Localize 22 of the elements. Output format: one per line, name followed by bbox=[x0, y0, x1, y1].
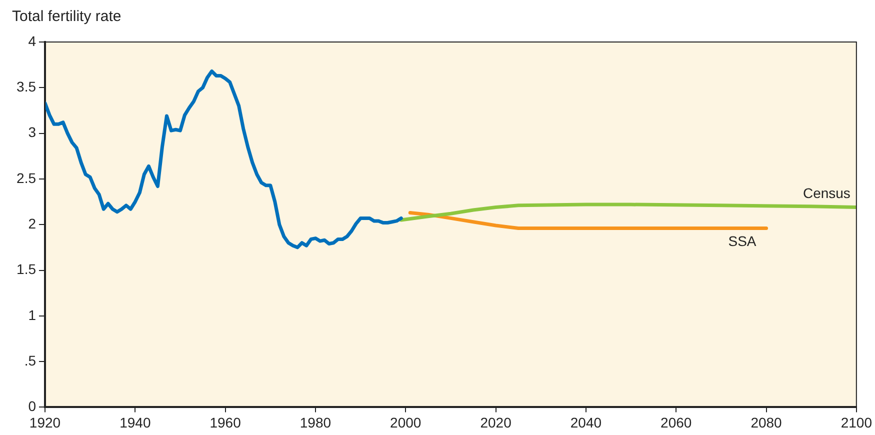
y-tick-label: 2 bbox=[28, 215, 36, 232]
x-tick-label: 1980 bbox=[300, 414, 332, 430]
y-tick-label: 4 bbox=[28, 32, 36, 49]
y-tick-label: 1 bbox=[28, 306, 36, 323]
series-label: SSA bbox=[728, 233, 757, 250]
x-tick-label: 1960 bbox=[210, 414, 242, 430]
x-tick-label: 2000 bbox=[390, 414, 422, 430]
y-tick-label: .5 bbox=[24, 352, 36, 368]
x-tick-label: 1940 bbox=[120, 414, 151, 430]
x-tick-label: 2080 bbox=[750, 414, 782, 430]
x-tick-label: 2040 bbox=[570, 414, 602, 430]
x-tick-label: 2100 bbox=[840, 414, 872, 430]
x-tick-label: 1920 bbox=[29, 414, 61, 430]
y-tick-label: 0 bbox=[28, 398, 36, 414]
x-tick-label: 2060 bbox=[660, 414, 692, 430]
y-tick-label: 3.5 bbox=[16, 78, 36, 95]
y-tick-label: 2.5 bbox=[16, 170, 36, 186]
y-tick-label: 3 bbox=[28, 124, 36, 140]
y-axis-title: Total fertility rate bbox=[12, 8, 122, 25]
series-label: Census bbox=[802, 185, 850, 202]
x-tick-label: 2020 bbox=[480, 414, 512, 430]
y-tick-label: 1.5 bbox=[16, 261, 36, 278]
